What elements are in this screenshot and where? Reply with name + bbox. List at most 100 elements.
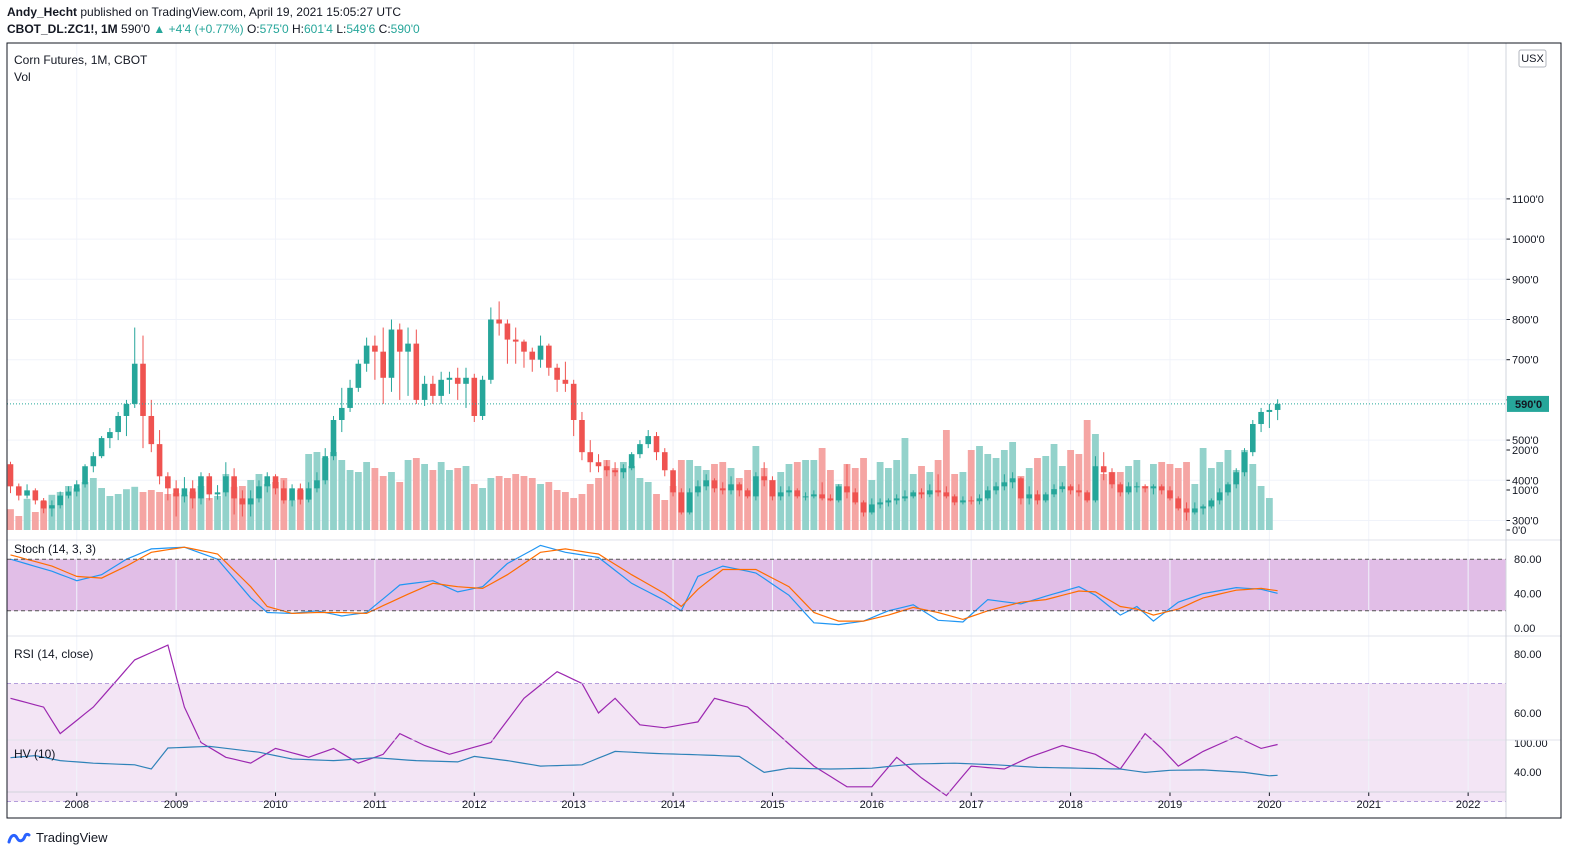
volume-bar (719, 462, 727, 530)
time-tick-label: 2011 (363, 799, 387, 811)
candle-body (148, 415, 155, 445)
candle-body (198, 476, 204, 499)
volume-bar (1116, 472, 1124, 530)
candle-body (728, 484, 734, 491)
candle-body (32, 490, 39, 501)
volume-bar (528, 478, 536, 530)
volume-bar (578, 494, 586, 530)
volume-bar (1108, 472, 1116, 530)
up-triangle-icon: ▲ (153, 22, 166, 36)
time-tick-label: 2021 (1357, 799, 1381, 811)
symbol-name[interactable]: CBOT_DL:ZC1!, 1M (7, 22, 118, 36)
volume-bar (760, 468, 768, 530)
candle-body (1158, 486, 1165, 491)
volume-bar (363, 462, 371, 530)
candle-body (239, 498, 246, 505)
candle-body (1042, 494, 1049, 501)
candle-body (90, 456, 97, 467)
candle-body (65, 491, 72, 496)
open-value: 575'0 (259, 22, 289, 36)
candle-body (794, 490, 801, 497)
candle-body (347, 387, 353, 408)
stoch-d-line (10, 546, 1278, 622)
volume-bar (942, 430, 950, 530)
candle-body (852, 492, 859, 503)
price-tick-label: 1100'0 (1512, 194, 1544, 206)
candle-body (910, 492, 917, 497)
volume-bar (81, 482, 89, 530)
candle-body (554, 367, 560, 380)
low-value: 549'6 (346, 22, 376, 36)
candle-body (761, 476, 767, 481)
volume-bar (1125, 466, 1132, 530)
volume-bar (727, 468, 735, 530)
time-tick-label: 2008 (65, 799, 89, 811)
volume-bar (429, 470, 437, 530)
volume-bar (164, 494, 172, 530)
candle-body (479, 379, 486, 416)
volume-bar (1199, 448, 1207, 530)
volume-bar (537, 484, 544, 530)
candle-body (546, 345, 552, 368)
stoch-k-line (10, 544, 1278, 626)
candle-body (1192, 508, 1198, 513)
time-tick-label: 2013 (561, 799, 585, 811)
volume-bar (197, 486, 205, 530)
rsi-axis-label: 80.00 (1514, 649, 1542, 661)
candle-body (463, 377, 469, 384)
candle-body (256, 486, 262, 499)
candle-body (645, 436, 652, 445)
volume-bar (40, 501, 48, 530)
price-tick-label: 700'0 (1512, 355, 1539, 367)
candle-body (628, 454, 635, 469)
volume-bar (744, 470, 751, 530)
volume-bar (694, 466, 702, 530)
low-label: L: (336, 22, 347, 36)
volume-bar (1100, 474, 1108, 530)
volume-bar (487, 478, 495, 530)
volume-bar (901, 438, 909, 530)
candle-body (1051, 489, 1057, 495)
currency-badge[interactable]: USX (1518, 49, 1547, 68)
candle-body (893, 498, 900, 501)
candle-body (918, 492, 925, 495)
candle-body (1076, 490, 1082, 493)
volume-bar (296, 490, 304, 530)
candle-body (82, 466, 88, 485)
candle-body (7, 464, 14, 487)
time-tick-label: 2016 (860, 799, 884, 811)
volume-bar (106, 496, 114, 530)
candle-body (711, 480, 718, 489)
candle-body (769, 480, 776, 497)
candle-body (314, 480, 320, 489)
volume-bar (479, 488, 486, 530)
volume-tick-label: 200'0 (1512, 445, 1539, 457)
time-tick-label: 2022 (1456, 799, 1480, 811)
candle-body (1167, 490, 1173, 499)
volume-bar (769, 480, 776, 530)
candle-body (49, 505, 55, 509)
candle-body (976, 498, 983, 502)
volume-bar (1141, 486, 1149, 530)
candle-body (98, 438, 105, 457)
candle-body (73, 484, 80, 492)
candle-body (951, 496, 958, 503)
candle-body (40, 500, 47, 509)
volume-bar (98, 488, 106, 530)
open-label: O: (246, 22, 260, 36)
candle-body (984, 490, 991, 499)
candle-body (471, 377, 478, 416)
volume-bar (388, 472, 395, 530)
tradingview-footer[interactable]: TradingView (7, 830, 108, 845)
volume-bar (909, 474, 917, 530)
time-tick-label: 2015 (760, 799, 784, 811)
candle-body (140, 363, 146, 416)
candle-body (289, 488, 295, 501)
candle-body (1150, 486, 1157, 489)
candle-body (363, 345, 370, 364)
candle-body (504, 323, 511, 340)
candle-body (438, 379, 444, 396)
author-name[interactable]: Andy_Hecht (7, 5, 78, 19)
candle-body (1183, 508, 1190, 513)
